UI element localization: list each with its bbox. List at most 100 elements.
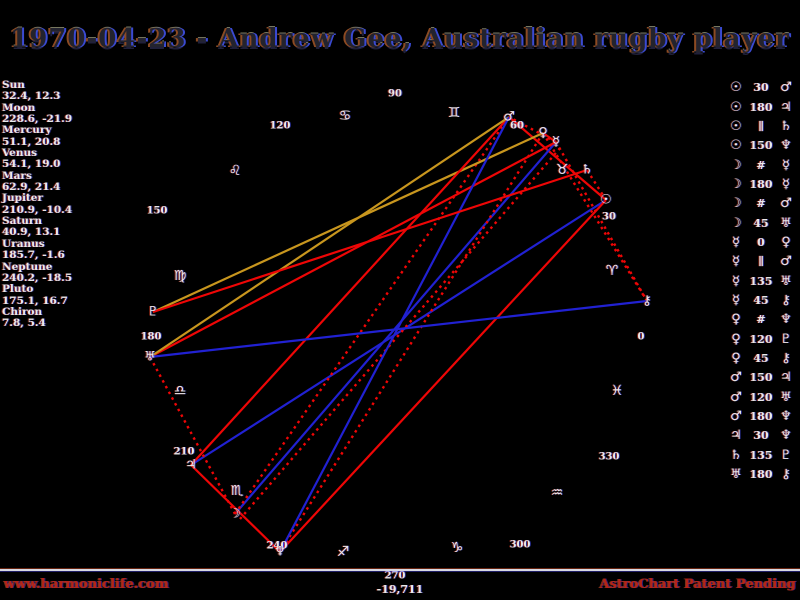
aspect-row: ♀ 45 ⚷ bbox=[727, 349, 799, 368]
planet-values: 51.1, 20.8 bbox=[2, 135, 61, 148]
planet-name: Saturn bbox=[2, 215, 43, 228]
leo-sign-icon: ♌ bbox=[228, 163, 242, 179]
planet-glyph: ♃ bbox=[780, 99, 792, 115]
degree-label: 30 bbox=[602, 211, 616, 223]
planet-glyph: ♇ bbox=[780, 447, 792, 463]
aspect-row: ♂ 120 ♅ bbox=[727, 388, 799, 407]
aspect-row: ♂ 150 ♃ bbox=[727, 368, 799, 387]
coordinates-text: -19,711 bbox=[376, 583, 424, 596]
planet-glyph: ♂ bbox=[730, 409, 742, 425]
degree-label: 210 bbox=[173, 446, 195, 458]
planet-name: Sun bbox=[2, 79, 25, 91]
planet-glyph: ♂ bbox=[730, 389, 742, 405]
brand-text: AstroChart Patent Pending bbox=[599, 577, 796, 592]
planet-glyph: ☿ bbox=[782, 157, 790, 173]
planet-name: Venus bbox=[2, 147, 38, 160]
aspect-line-mars-180-neptune bbox=[279, 116, 510, 553]
aspect-line-mercury-∥-mars bbox=[508, 115, 557, 144]
aspect-value: 180 bbox=[749, 410, 773, 424]
planet-glyph: ♅ bbox=[730, 467, 742, 483]
aquarius-sign-icon: ♒ bbox=[550, 485, 564, 501]
planet-name: Mercury bbox=[2, 124, 52, 137]
pisces-sign-icon: ♓ bbox=[610, 383, 624, 399]
aspect-value: 45 bbox=[753, 293, 769, 307]
planet-glyph: ☉ bbox=[730, 99, 742, 115]
planet-glyph: ☉ bbox=[730, 80, 742, 96]
aspect-line-moon-180-mercury bbox=[234, 141, 557, 515]
sun-planet-icon: ☉ bbox=[600, 192, 612, 208]
planet-name: Uranus bbox=[2, 237, 45, 250]
planet-values: 240.2, -18.5 bbox=[2, 271, 73, 284]
aspect-value: ∥ bbox=[758, 119, 764, 133]
aspect-row: ☽ 45 ♅ bbox=[727, 213, 799, 232]
degree-label: 330 bbox=[598, 451, 620, 463]
sagittarius-sign-icon: ♐ bbox=[336, 544, 350, 560]
planet-glyph: ☿ bbox=[732, 234, 740, 250]
planet-glyph: ⚷ bbox=[781, 467, 791, 483]
planet-glyph: ⚷ bbox=[781, 350, 791, 366]
aspect-value: 45 bbox=[753, 351, 769, 365]
degree-label: 270 bbox=[384, 570, 406, 582]
planet-glyph: ♆ bbox=[780, 409, 792, 425]
aspect-row: ☽ # ☿ bbox=[727, 155, 799, 174]
aspect-value: 180 bbox=[749, 468, 773, 482]
planet-glyph: ☿ bbox=[732, 273, 740, 289]
aspect-row: ☿ 135 ♅ bbox=[727, 271, 799, 290]
aspect-value: 30 bbox=[753, 429, 769, 443]
aspect-row: ♀ # ♆ bbox=[727, 310, 799, 329]
planet-glyph: ☿ bbox=[782, 176, 790, 192]
aries-sign-icon: ♈ bbox=[605, 263, 619, 279]
aspect-line-venus-120-pluto bbox=[152, 132, 544, 313]
planet-glyph: ♄ bbox=[730, 447, 742, 463]
saturn-planet-icon: ♄ bbox=[581, 162, 593, 178]
aspect-value: 135 bbox=[749, 448, 773, 462]
aspect-line-sun-180-jupiter bbox=[190, 199, 607, 466]
planet-glyph: ♄ bbox=[780, 118, 792, 134]
aspect-value: # bbox=[756, 313, 766, 327]
page-title: 1970-04-23 - Andrew Gee, Australian rugb… bbox=[10, 24, 790, 54]
aspect-row: ☿ 0 ♀ bbox=[727, 233, 799, 252]
aspect-row: ☉ 180 ♃ bbox=[727, 97, 799, 116]
degree-label: 240 bbox=[266, 540, 288, 552]
aspect-value: 150 bbox=[749, 139, 773, 153]
aspect-value: # bbox=[756, 197, 766, 211]
virgo-sign-icon: ♍ bbox=[173, 268, 187, 284]
aspect-value: 0 bbox=[757, 235, 765, 249]
planet-glyph: ♆ bbox=[780, 312, 792, 328]
planet-values: 210.9, -10.4 bbox=[2, 203, 73, 216]
aspect-row: ☿ ∥ ♂ bbox=[727, 252, 799, 271]
degree-label: 120 bbox=[269, 120, 291, 132]
scorpio-sign-icon: ♏ bbox=[230, 483, 244, 499]
planet-glyph: ♆ bbox=[780, 428, 792, 444]
venus-planet-icon: ♀ bbox=[538, 125, 548, 141]
capricorn-sign-icon: ♑ bbox=[450, 540, 464, 556]
aspect-line-moon-#-mars bbox=[234, 116, 510, 515]
planet-glyph: ♀ bbox=[731, 312, 741, 328]
planet-glyph: ♂ bbox=[730, 370, 742, 386]
mercury-planet-icon: ☿ bbox=[552, 134, 560, 150]
degree-label: 300 bbox=[509, 539, 531, 551]
planet-name: Moon bbox=[2, 101, 36, 114]
aspect-line-sun-150-neptune bbox=[279, 199, 607, 553]
aspect-line-saturn-135-pluto bbox=[152, 168, 588, 314]
planet-name: Pluto bbox=[2, 283, 34, 296]
planet-glyph: ☽ bbox=[730, 196, 742, 212]
degree-label: 90 bbox=[388, 88, 402, 100]
neptune-planet-icon: ♆ bbox=[274, 544, 286, 560]
aspect-row: ♃ 30 ♆ bbox=[727, 426, 799, 445]
planet-glyph: ♅ bbox=[780, 273, 792, 289]
planet-glyph: ☉ bbox=[730, 138, 742, 154]
planet-glyph: ♅ bbox=[780, 215, 792, 231]
planet-glyph: ♃ bbox=[730, 428, 742, 444]
planet-position-table: Sun 32.4, 12.3 Moon 228.6, -21.9 Mercury 51.1… bbox=[2, 79, 73, 330]
aspect-row: ♂ 180 ♆ bbox=[727, 407, 799, 426]
mars-planet-icon: ♂ bbox=[503, 109, 515, 125]
uranus-planet-icon: ♅ bbox=[144, 349, 156, 365]
aspect-value: 30 bbox=[753, 81, 769, 95]
aspect-value: 120 bbox=[749, 332, 773, 346]
aspect-line-mercury-45-chiron bbox=[554, 141, 649, 302]
aspect-value: 180 bbox=[749, 100, 773, 114]
degree-label: 150 bbox=[146, 205, 168, 217]
planet-glyph: ♆ bbox=[780, 138, 792, 154]
